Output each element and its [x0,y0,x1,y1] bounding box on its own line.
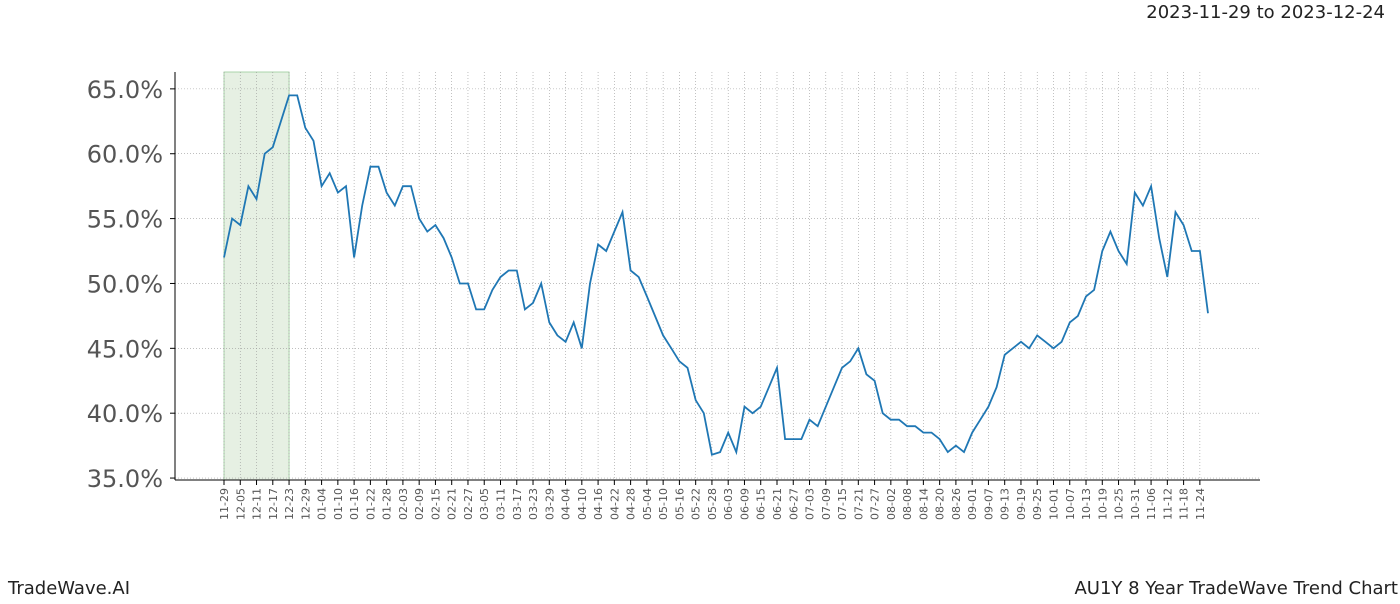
x-tick-label: 06-27 [787,488,800,520]
x-tick-label: 02-27 [462,488,475,520]
y-tick-label: 45.0% [87,335,163,363]
x-tick-label: 10-07 [1064,488,1077,520]
x-tick-label: 06-03 [722,488,735,520]
x-tick-label: 07-09 [820,488,833,520]
x-tick-label: 06-21 [771,488,784,520]
x-tick-label: 09-01 [966,488,979,520]
y-tick-label: 60.0% [87,141,163,169]
x-tick-label: 08-08 [901,488,914,520]
x-tick-label: 12-11 [251,488,264,520]
x-tick-label: 11-06 [1145,488,1158,520]
x-tick-label: 10-31 [1129,488,1142,520]
x-tick-label: 05-04 [641,488,654,520]
x-tick-label: 11-24 [1194,488,1207,520]
x-tick-label: 11-12 [1161,488,1174,520]
x-tick-label: 07-15 [836,488,849,520]
x-tick-label: 03-23 [527,488,540,520]
trend-line [223,94,1209,456]
x-tick-label: 01-10 [332,488,345,520]
x-tick-label: 04-10 [576,488,589,520]
y-tick-label: 40.0% [87,400,163,428]
y-tick-label: 55.0% [87,206,163,234]
x-tick-label: 01-16 [348,488,361,520]
y-tick-label: 50.0% [87,270,163,298]
x-tick-label: 12-23 [283,488,296,520]
x-tick-label: 04-16 [592,488,605,520]
x-tick-label: 04-28 [625,488,638,520]
x-tick-label: 10-25 [1113,488,1126,520]
x-tick-label: 06-09 [738,488,751,520]
x-tick-label: 10-13 [1080,488,1093,520]
x-tick-label: 08-20 [934,488,947,520]
x-tick-label: 11-29 [218,488,231,520]
x-tick-label: 09-13 [999,488,1012,520]
x-tick-label: 12-17 [267,488,280,520]
x-tick-label: 09-07 [982,488,995,520]
x-tick-label: 01-28 [381,488,394,520]
x-tick-label: 08-02 [885,488,898,520]
x-tick-label: 10-19 [1096,488,1109,520]
x-tick-label: 09-25 [1031,488,1044,520]
x-tick-label: 03-11 [494,488,507,520]
x-tick-label: 03-05 [478,488,491,520]
x-tick-label: 03-17 [511,488,524,520]
x-tick-label: 05-10 [657,488,670,520]
x-tick-label: 07-03 [804,488,817,520]
x-tick-label: 02-03 [397,488,410,520]
x-tick-label: 02-09 [413,488,426,520]
x-tick-label: 08-26 [950,488,963,520]
x-tick-label: 05-22 [690,488,703,520]
x-tick-label: 03-29 [543,488,556,520]
x-tick-label: 05-16 [673,488,686,520]
x-tick-label: 01-22 [364,488,377,520]
chart-name: AU1Y 8 Year TradeWave Trend Chart [1074,578,1398,599]
x-tick-label: 07-27 [869,488,882,520]
x-tick-label: 04-22 [608,488,621,520]
y-tick-label: 35.0% [87,465,163,493]
x-tick-label: 12-05 [234,488,247,520]
x-tick-label: 01-04 [316,488,329,520]
x-tick-label: 02-21 [446,488,459,520]
date-range: 2023-11-29 to 2023-12-24 [1146,2,1385,23]
brand: TradeWave.AI [7,578,130,599]
x-tick-label: 04-04 [560,488,573,520]
x-tick-label: 08-14 [917,488,930,520]
x-tick-label: 05-28 [706,488,719,520]
x-tick-label: 02-15 [429,488,442,520]
x-tick-label: 09-19 [1015,488,1028,520]
x-tick-label: 10-01 [1047,488,1060,520]
x-tick-label: 07-21 [852,488,865,520]
x-tick-label: 12-29 [299,488,312,520]
y-tick-label: 65.0% [87,76,163,104]
x-tick-label: 11-18 [1178,488,1191,520]
x-tick-label: 06-15 [755,488,768,520]
